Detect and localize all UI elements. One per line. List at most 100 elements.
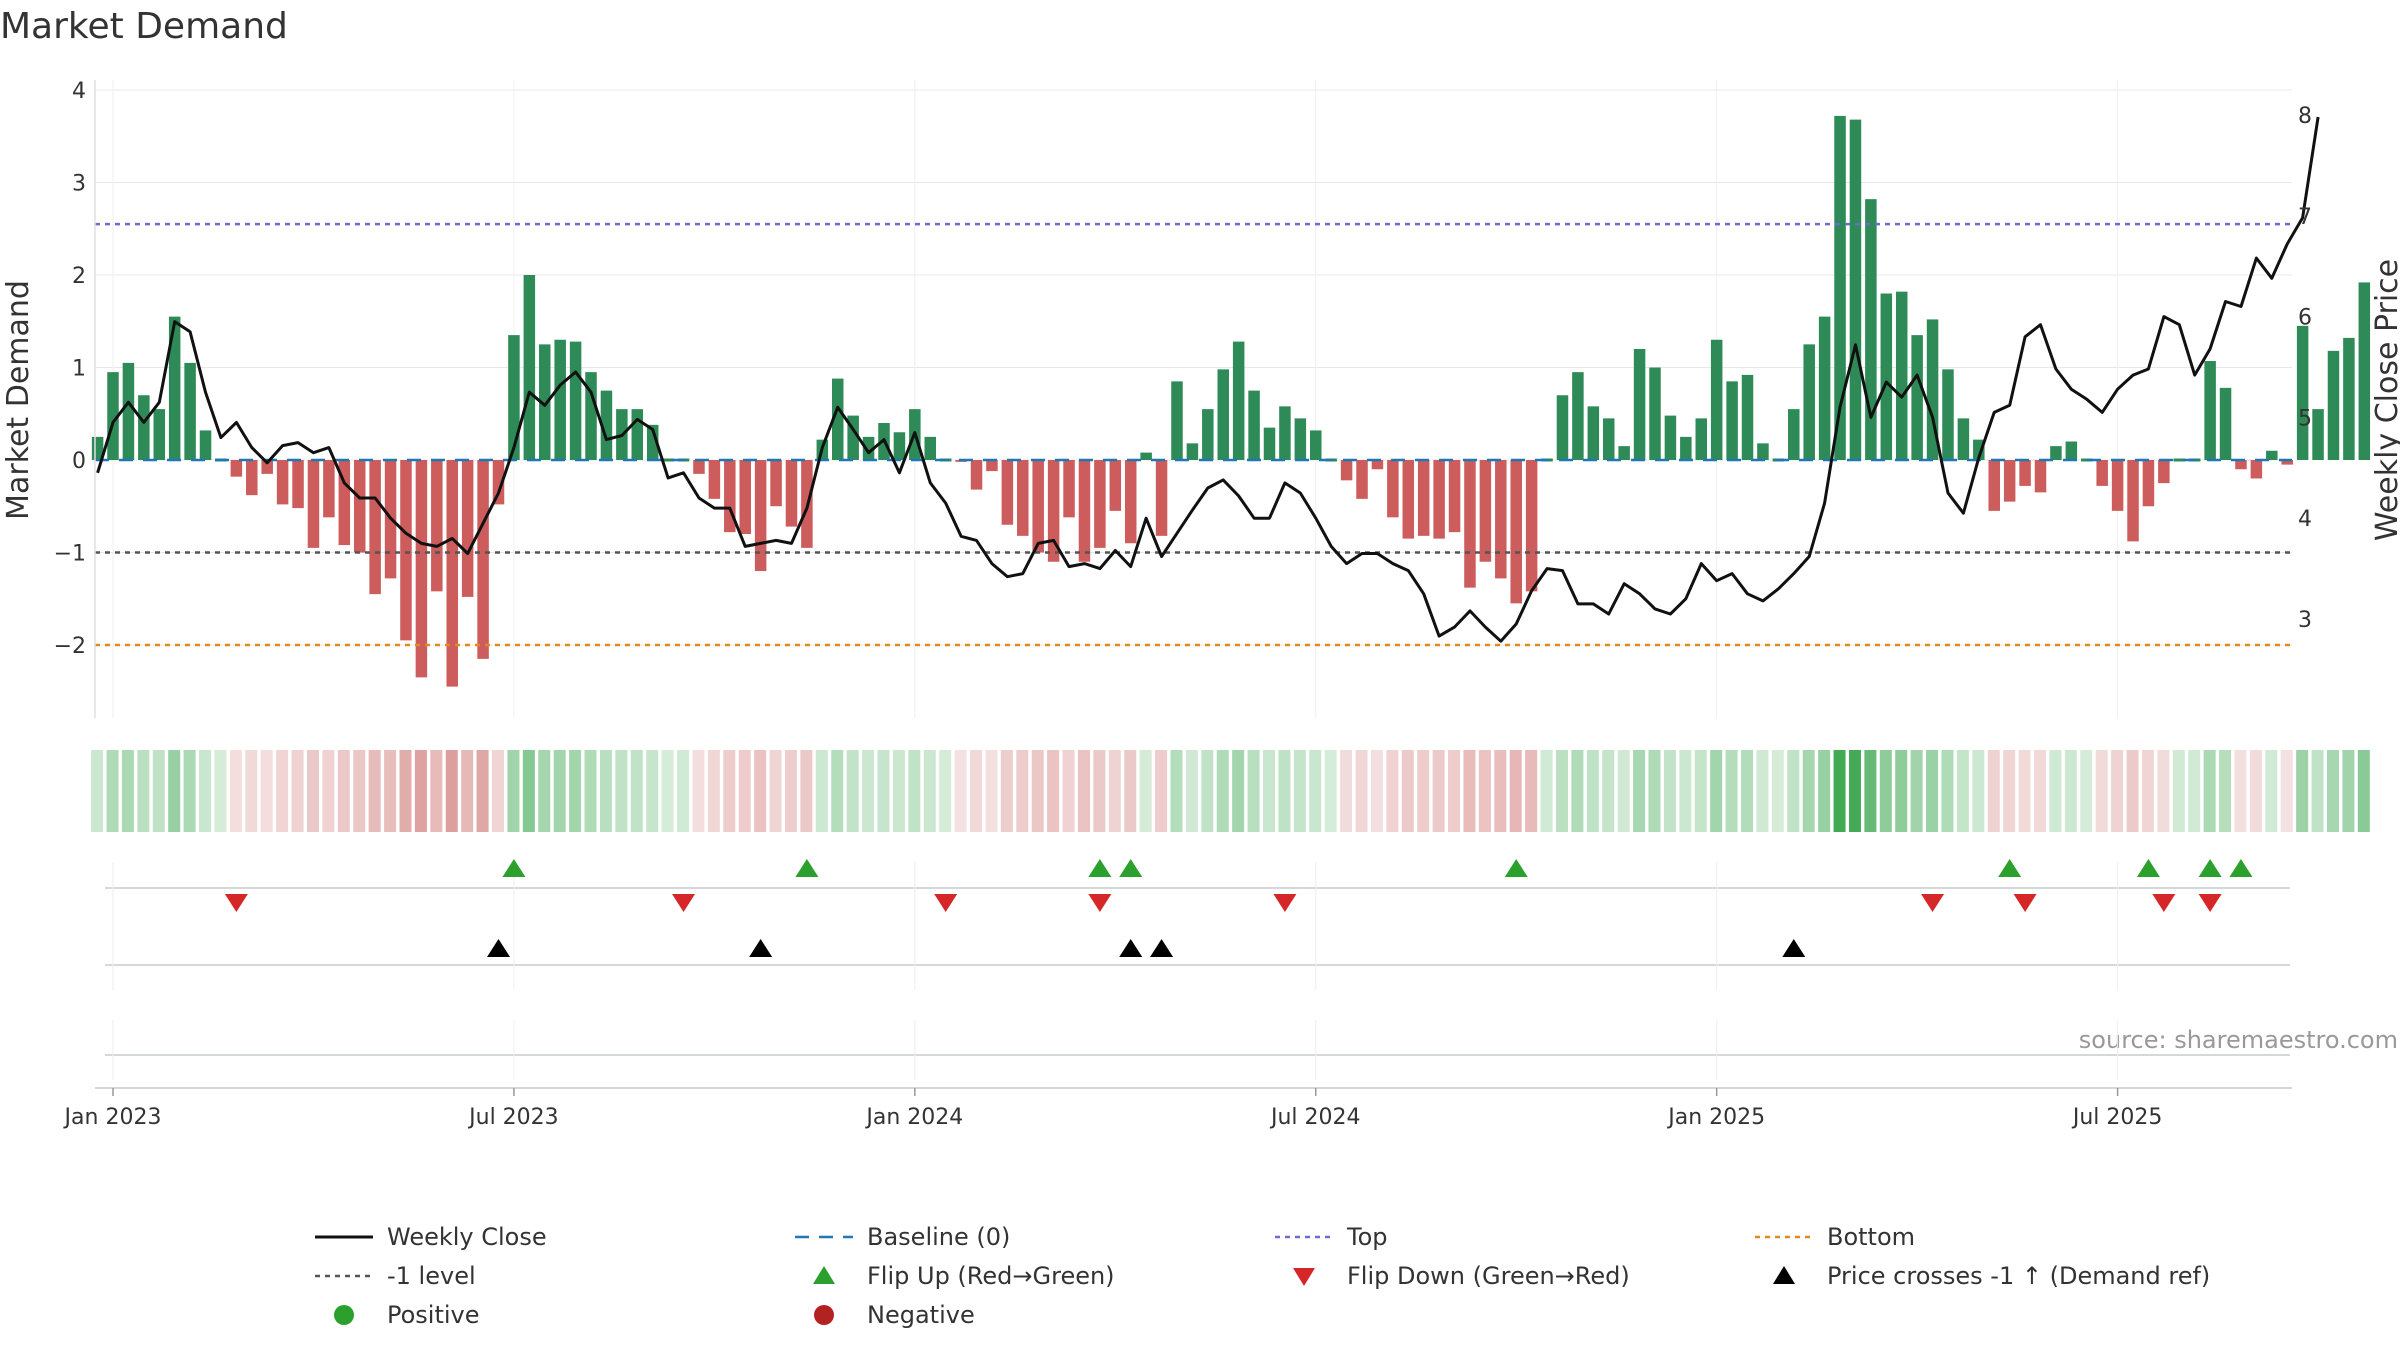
- demand-bar-positive: [138, 395, 150, 460]
- demand-bar-positive: [1556, 395, 1569, 460]
- flip-down-marker: [1088, 894, 1112, 912]
- flip-up-marker: [1504, 859, 1528, 877]
- demand-bar-positive: [1911, 335, 1923, 460]
- heat-cell: [1031, 750, 1044, 832]
- heat-cell: [106, 750, 119, 832]
- heat-cell: [1263, 750, 1275, 832]
- flip-up-marker: [2136, 859, 2160, 877]
- demand-bar-positive: [1572, 372, 1584, 460]
- axis-layer: 4 3 2 1 0 −1 −2 8 7 6 5 4 3: [54, 79, 2312, 718]
- legend-item: Baseline (0): [795, 1223, 1010, 1251]
- price-cross-marker: [1119, 939, 1143, 957]
- demand-bar-negative: [1001, 460, 1014, 525]
- heat-cell: [1417, 750, 1430, 832]
- heat-cell: [2003, 750, 2016, 832]
- demand-bar-positive: [2065, 441, 2078, 460]
- demand-bar-positive: [1186, 443, 1199, 460]
- legend-item: Top: [1275, 1223, 1388, 1251]
- demand-bar-negative: [1094, 460, 1106, 548]
- heat-cell: [1155, 750, 1168, 832]
- heat-cell: [461, 750, 474, 832]
- demand-bar-positive: [523, 275, 536, 460]
- demand-bar-negative: [1078, 460, 1091, 562]
- demand-bar-positive: [1865, 199, 1877, 460]
- flip-up-marker: [502, 859, 526, 877]
- demand-bar-negative: [431, 460, 443, 592]
- demand-bar-negative: [2019, 460, 2031, 486]
- flip-down-marker: [672, 894, 696, 912]
- heat-cell: [2080, 750, 2093, 832]
- legend-item: -1 level: [315, 1262, 476, 1290]
- heat-cell: [1232, 750, 1245, 832]
- y2-tick-label: 6: [2298, 306, 2312, 331]
- heat-cell: [1771, 750, 1784, 832]
- demand-bar-positive: [1217, 369, 1229, 460]
- heat-cell: [754, 750, 767, 832]
- demand-bar-positive: [893, 432, 906, 460]
- price-layer: [96, 116, 2320, 643]
- flip-down-marker: [2152, 894, 2176, 912]
- heat-cell: [1879, 750, 1892, 832]
- flip-up-marker: [795, 859, 819, 877]
- heat-cell: [2034, 750, 2046, 832]
- demand-bar-negative: [724, 460, 736, 533]
- flip-down-marker: [224, 894, 248, 912]
- heat-cell: [1895, 750, 1908, 832]
- demand-bar-positive: [153, 409, 166, 460]
- source-credit: source: sharemaestro.com: [2079, 1026, 2398, 1054]
- demand-bar-negative: [1124, 460, 1137, 544]
- demand-bar-negative: [338, 460, 351, 546]
- heat-cell: [2249, 750, 2262, 832]
- heat-cell: [1540, 750, 1553, 832]
- x-tick-label: Jul 2025: [2071, 1105, 2163, 1130]
- y-axis-label: Market Demand: [1, 280, 36, 520]
- demand-bar-negative: [2111, 460, 2124, 511]
- heat-cell: [245, 750, 258, 832]
- demand-bar-positive: [847, 415, 859, 460]
- heat-cell: [1926, 750, 1939, 832]
- legend-item: Flip Down (Green→Red): [1293, 1262, 1630, 1290]
- demand-bar-negative: [2281, 460, 2293, 465]
- legend-label: Top: [1346, 1223, 1388, 1251]
- demand-bar-positive: [1973, 439, 1985, 460]
- y2-tick-label: 3: [2298, 608, 2312, 633]
- heat-cell: [1494, 750, 1507, 832]
- demand-bar-negative: [2158, 460, 2170, 484]
- demand-bar-positive: [600, 390, 613, 460]
- demand-bar-negative: [461, 460, 474, 597]
- flip-up-marker: [2229, 859, 2253, 877]
- heat-cell: [1370, 750, 1383, 832]
- heat-cell: [1910, 750, 1923, 832]
- demand-bar-negative: [477, 460, 489, 659]
- demand-bar-negative: [1988, 460, 2000, 511]
- heat-cell: [2219, 750, 2232, 832]
- heat-cell: [646, 750, 659, 832]
- demand-bar-positive: [1926, 319, 1939, 460]
- flip-up-marker: [1998, 859, 2022, 877]
- demand-bar-positive: [631, 409, 644, 460]
- heat-cell: [2111, 750, 2124, 832]
- demand-bar-positive: [569, 341, 582, 460]
- demand-bar-positive: [924, 436, 937, 460]
- legend-swatch-circle: [334, 1305, 354, 1325]
- heat-cell: [399, 750, 412, 832]
- legend-label: Negative: [867, 1301, 975, 1329]
- demand-bar-negative: [708, 460, 721, 499]
- heat-cell: [1741, 750, 1754, 832]
- demand-bar-positive: [2219, 387, 2232, 460]
- demand-bar-positive: [1263, 427, 1276, 460]
- heat-cell: [1787, 750, 1800, 832]
- heat-cell: [970, 750, 983, 832]
- bars-layer: [91, 115, 2371, 687]
- demand-bar-positive: [2296, 325, 2309, 460]
- heat-cell: [2280, 750, 2293, 832]
- heat-cell: [738, 750, 751, 832]
- legend-swatch-triangle-up: [813, 1266, 835, 1284]
- heat-cell: [1478, 750, 1491, 832]
- demand-bar-negative: [2235, 460, 2247, 470]
- heat-cell: [1463, 750, 1476, 832]
- heat-cell: [2172, 750, 2185, 832]
- demand-bar-negative: [754, 460, 767, 571]
- demand-bar-positive: [1664, 415, 1677, 460]
